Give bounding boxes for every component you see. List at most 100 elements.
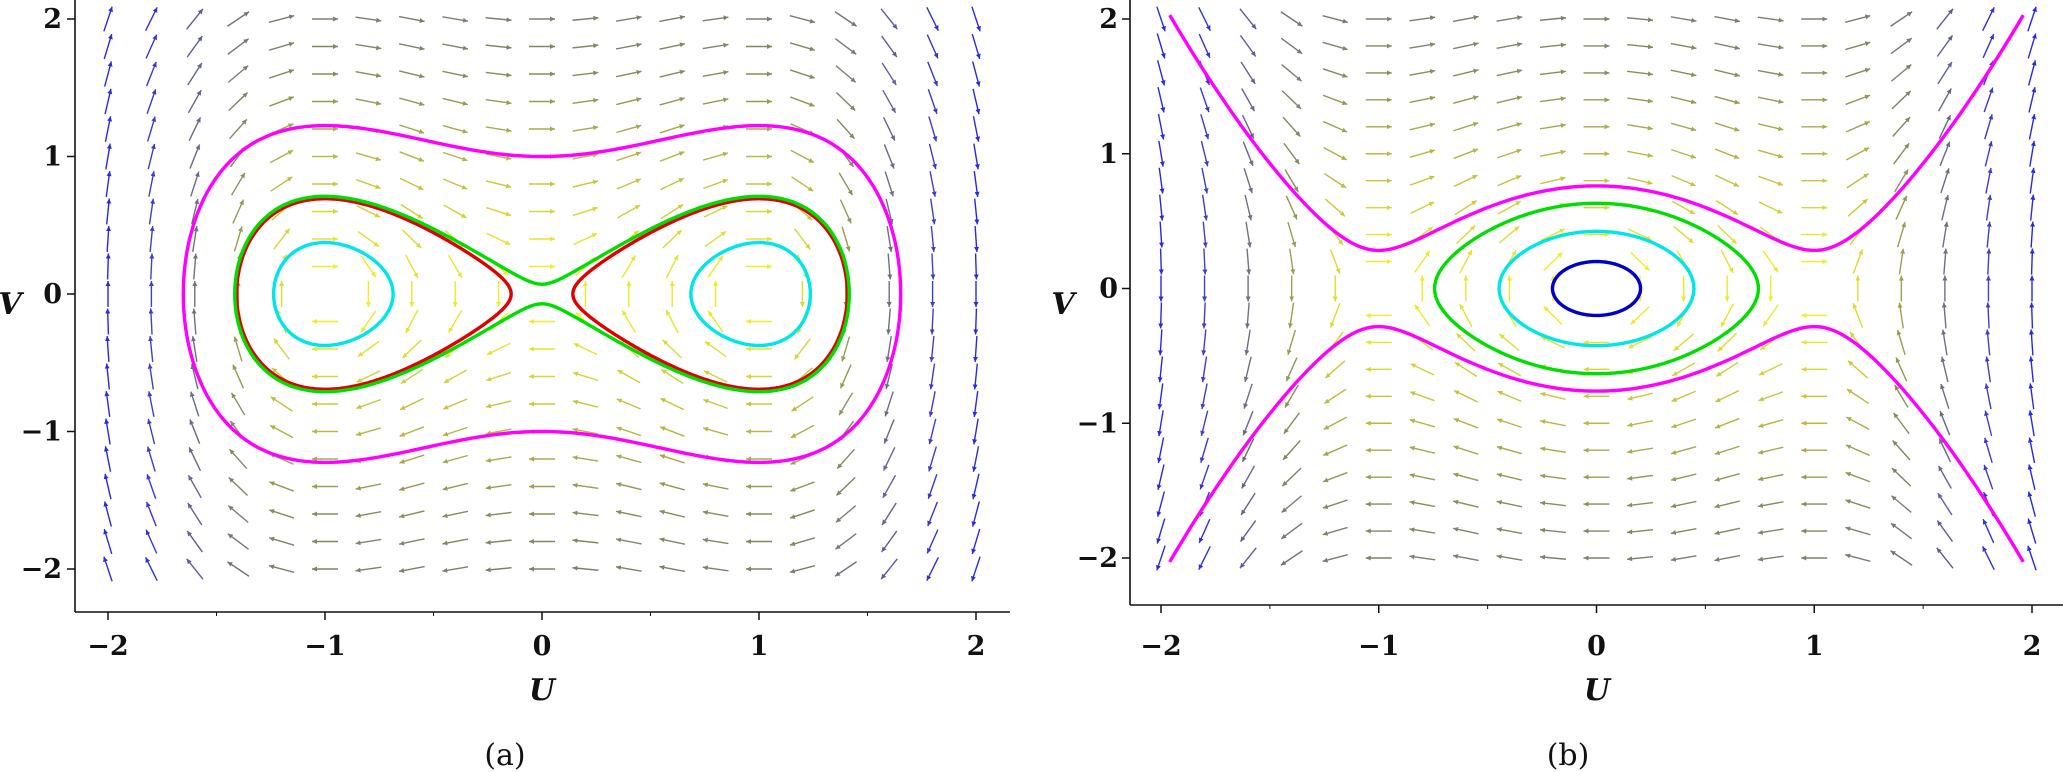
field-arrow (791, 396, 814, 412)
field-arrow (1243, 356, 1252, 383)
field-arrow (1452, 526, 1479, 535)
field-arrow (228, 476, 249, 497)
field-arrow (103, 556, 113, 582)
field-arrow (2027, 60, 2037, 86)
field-arrow (105, 171, 112, 197)
field-arrow (665, 254, 679, 279)
trajectory-curve (1432, 201, 1761, 376)
field-arrow (355, 398, 381, 410)
field-arrow (660, 203, 684, 220)
field-arrow (1627, 528, 1654, 535)
field-arrow (1847, 360, 1869, 379)
field-arrow (1936, 547, 1954, 569)
field-arrow (1409, 122, 1436, 131)
y-tick-label: −2 (1077, 543, 1118, 574)
field-arrow (1157, 383, 1164, 410)
field-arrow (927, 61, 939, 87)
field-arrow (1409, 473, 1436, 481)
ticks-b: −2 −1 0 1 2 −2 −1 0 1 2 (1077, 4, 2042, 662)
field-arrow (1497, 390, 1522, 402)
field-arrow (573, 232, 598, 246)
field-arrow (145, 61, 157, 87)
field-arrow (929, 171, 937, 197)
field-arrow (1539, 69, 1566, 76)
field-arrow (1982, 7, 1995, 31)
field-arrow (1627, 501, 1654, 508)
field-arrow (1409, 500, 1436, 508)
field-arrow (268, 41, 295, 51)
field-arrow (442, 482, 469, 491)
field-arrow (973, 308, 979, 335)
field-arrow (974, 225, 980, 253)
field-arrow (106, 225, 112, 253)
trajectory-curve (1168, 14, 2025, 253)
field-arrow (398, 510, 425, 519)
field-arrow (1241, 465, 1256, 489)
field-arrow (486, 206, 512, 217)
field-arrow (355, 178, 381, 190)
field-arrow (147, 418, 156, 445)
field-arrow (269, 149, 294, 164)
field-arrow (834, 11, 857, 27)
field-arrow (1714, 473, 1740, 482)
field-arrow (882, 116, 896, 142)
field-arrow (930, 253, 936, 280)
field-arrow (1200, 410, 1209, 437)
field-arrow (1852, 249, 1864, 274)
field-arrow (789, 481, 815, 492)
field-arrow (973, 171, 980, 197)
field-arrow (1757, 446, 1784, 455)
field-arrow (1455, 332, 1476, 352)
trajectory-curve (1168, 324, 2025, 563)
field-arrow (1245, 221, 1252, 248)
field-arrow (1845, 416, 1870, 430)
field-arrow (188, 446, 202, 472)
field-arrow (485, 126, 512, 133)
field-arrow (835, 91, 856, 112)
field-arrow (103, 446, 112, 472)
field-arrow (356, 205, 381, 218)
field-arrow (615, 15, 642, 22)
field-arrow (1498, 333, 1520, 352)
field-arrow (884, 363, 893, 390)
field-arrow (1890, 522, 1913, 540)
field-arrow (1845, 94, 1871, 106)
field-arrow (485, 71, 512, 78)
field-arrow (1890, 550, 1913, 566)
x-tick-label: −2 (87, 631, 128, 662)
field-arrow (1198, 546, 1211, 570)
field-arrow (1940, 383, 1950, 409)
field-arrow (1893, 142, 1910, 165)
field-arrow (1758, 149, 1784, 159)
field-arrow (621, 254, 637, 279)
field-arrow (1890, 64, 1912, 82)
field-arrow (192, 226, 199, 252)
field-arrow (1985, 167, 1993, 194)
field-arrow (1454, 200, 1478, 216)
field-arrow (886, 226, 893, 252)
field-arrow (486, 232, 511, 246)
field-arrow (189, 419, 201, 444)
field-arrow (104, 391, 111, 417)
field-arrow (1890, 495, 1912, 513)
field-arrow (2027, 33, 2037, 59)
y-axis-label-b: V (1051, 287, 1077, 322)
field-arrow (442, 426, 468, 437)
field-arrow (1496, 15, 1523, 22)
field-arrow (1157, 410, 1164, 437)
field-arrow (1453, 417, 1479, 429)
field-arrow (1157, 87, 1166, 113)
field-arrow (1283, 412, 1300, 435)
field-arrow (1939, 410, 1951, 436)
field-arrow (1894, 169, 1909, 193)
field-arrow (1714, 42, 1741, 51)
panel-a: −2 −1 0 1 2 −2 −1 0 1 2 U V (a) (0, 0, 1010, 772)
field-arrow (1714, 527, 1741, 536)
field-arrow (447, 254, 463, 279)
field-arrow (104, 418, 111, 445)
field-arrow (1540, 392, 1566, 401)
field-arrow (703, 370, 728, 383)
field-arrow (572, 15, 599, 21)
field-arrow (2027, 491, 2037, 517)
field-arrow (887, 253, 893, 280)
